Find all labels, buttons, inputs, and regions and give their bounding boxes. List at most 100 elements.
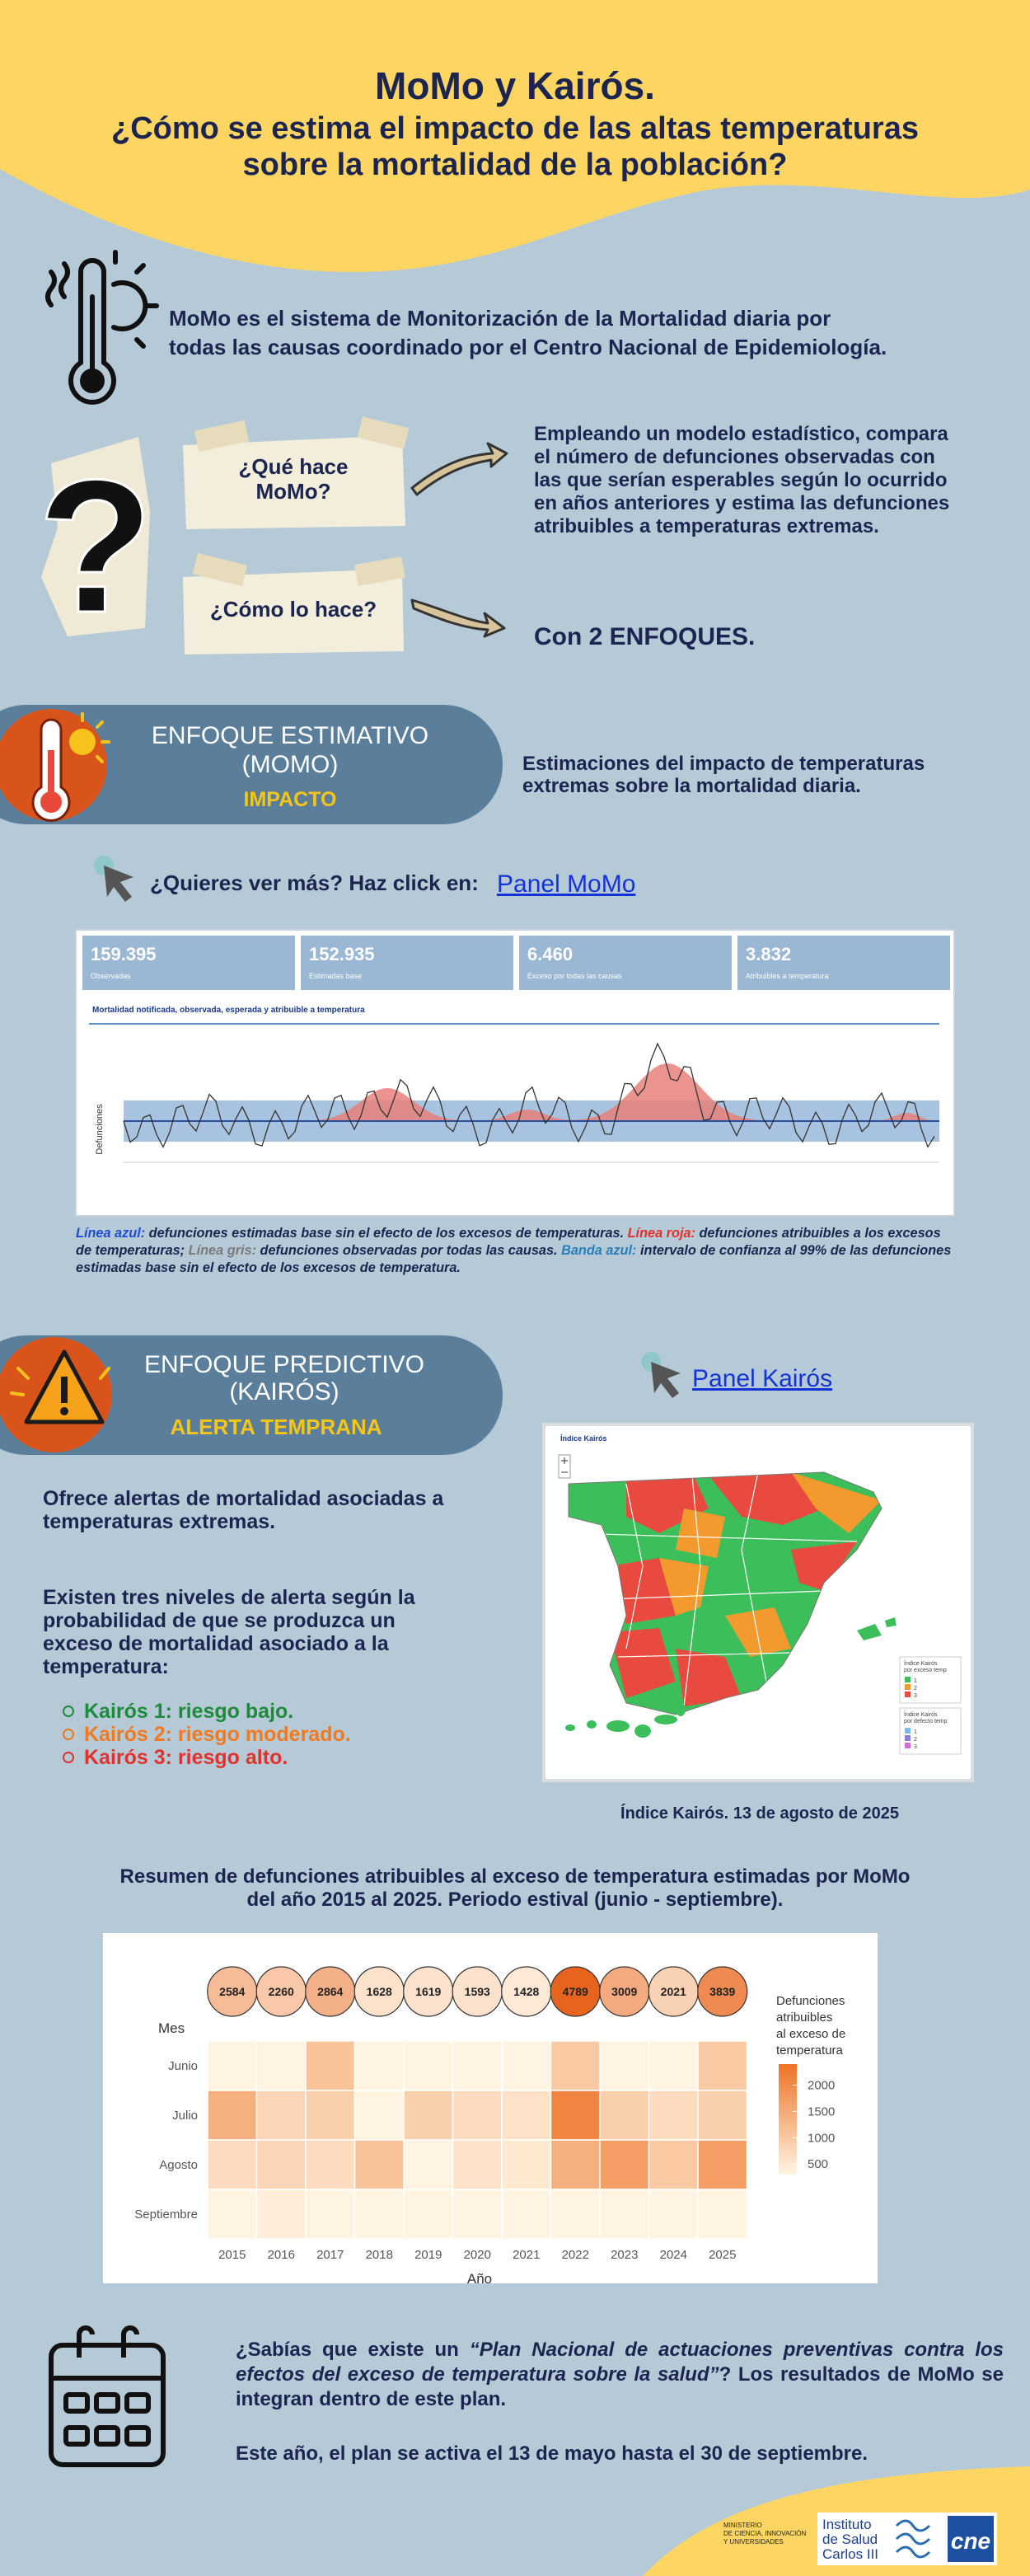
- level-bullet: [63, 1729, 74, 1740]
- tape: [192, 552, 248, 587]
- calendar-icon: [49, 2325, 166, 2467]
- question-label: ¿Cómo lo hace?: [210, 597, 377, 622]
- level-bullet: [63, 1752, 74, 1763]
- y-axis-label: Mes: [158, 2020, 185, 2036]
- heatmap-cell: [403, 2090, 454, 2141]
- stat-card: [519, 936, 732, 990]
- total-label: 1593: [465, 1985, 490, 1998]
- question-label: ¿Qué hace: [239, 454, 349, 479]
- legend-title: Índice Kairós: [904, 1659, 938, 1667]
- x-tick-label: 2023: [611, 2248, 638, 2262]
- panel-chart-title: Mortalidad notificada, observada, espera…: [92, 1006, 365, 1015]
- heatmap-cell: [501, 2189, 552, 2240]
- approach-title: ENFOQUE PREDICTIVO: [144, 1351, 424, 1378]
- approach-pill: [0, 705, 503, 824]
- approach-pill: [0, 1335, 503, 1455]
- heatmap-cell: [501, 2139, 552, 2190]
- panel-y-label: Defunciones: [95, 1104, 105, 1155]
- total-circle: [697, 1966, 748, 2017]
- legend-swatch: [905, 1677, 911, 1682]
- arrow: [410, 598, 506, 638]
- map-title: Índice Kairós: [560, 1434, 607, 1443]
- closing-note: Este año, el plan se activa el 13 de may…: [236, 2442, 868, 2465]
- answer-text: Empleando un modelo estadístico, compara: [534, 423, 948, 445]
- approach-title: (MOMO): [242, 751, 339, 778]
- heatmap-cell: [255, 2189, 307, 2240]
- caption-segment: defunciones observadas por todas las cau…: [255, 1243, 562, 1258]
- heatmap-cell: [501, 2040, 552, 2091]
- heatmap-cell: [305, 2139, 356, 2190]
- y-tick-label: Agosto: [159, 2158, 198, 2172]
- question-mark: ?: [38, 440, 154, 652]
- answer-text: Con 2 ENFOQUES.: [534, 623, 755, 650]
- total-label: 3009: [611, 1985, 637, 1998]
- map-canarias: [565, 1703, 686, 1738]
- colorbar-tick-label: 1500: [808, 2104, 835, 2119]
- heatmap-cell: [648, 2189, 699, 2240]
- cursor-icon: [94, 856, 133, 902]
- heatmap-cell: [599, 2090, 650, 2141]
- legend-title: temperatura: [776, 2043, 844, 2058]
- caption-segment: defunciones atribuibles a los excesos de…: [76, 1226, 941, 1258]
- legend-title: al exceso de: [776, 2027, 845, 2041]
- level-bullet: [63, 1706, 74, 1717]
- caption-segment: defunciones estimadas base sin el efecto…: [145, 1226, 628, 1241]
- heatmap-cell: [550, 2139, 601, 2190]
- x-axis-label: Año: [467, 2271, 492, 2287]
- approach-description: Ofrece alertas de mortalidad asociadas a: [43, 1487, 444, 1510]
- answer-text: en años anteriores y estima las defuncio…: [534, 492, 949, 514]
- levels-intro: temperatura:: [43, 1655, 169, 1678]
- heatmap-cell: [697, 2139, 748, 2190]
- x-tick-label: 2020: [464, 2248, 491, 2262]
- heatmap-cell: [648, 2040, 699, 2091]
- stat-label: Estimadas base: [309, 972, 362, 980]
- approach-tag: IMPACTO: [244, 788, 337, 811]
- subtitle: ¿Cómo se estima el impacto de las altas …: [111, 111, 919, 146]
- thermometer-icon: [31, 712, 110, 822]
- levels-intro: exceso de mortalidad asociado a la: [43, 1632, 390, 1655]
- heatmap-cell: [207, 2040, 258, 2091]
- levels-intro: Existen tres niveles de alerta según la: [43, 1586, 416, 1609]
- total-label: 1628: [367, 1985, 392, 1998]
- total-label: 1619: [415, 1985, 441, 1998]
- heatmap-title: del año 2015 al 2025. Periodo estival (j…: [247, 1889, 784, 1911]
- title: MoMo y Kairós.: [375, 64, 655, 107]
- tape: [357, 416, 410, 449]
- levels-intro: probabilidad de que se produzca un: [43, 1609, 396, 1632]
- panel-link[interactable]: Panel MoMo: [497, 870, 635, 898]
- heatmap-cell: [501, 2090, 552, 2141]
- legend-item: 2: [914, 1737, 917, 1743]
- heatmap-title: Resumen de defunciones atribuibles al ex…: [120, 1865, 911, 1888]
- x-tick-label: 2017: [316, 2248, 344, 2262]
- x-tick-label: 2015: [218, 2248, 246, 2262]
- legend-title: por exceso temp: [904, 1668, 947, 1673]
- heatmap-cell: [452, 2040, 503, 2091]
- y-tick-label: Junio: [168, 2059, 198, 2073]
- approach-description: Estimaciones del impacto de temperaturas: [522, 753, 925, 775]
- total-label: 3839: [709, 1985, 735, 1998]
- caption-segment: intervalo de confianza al 99% de las def…: [76, 1243, 952, 1275]
- stat-card: [82, 936, 295, 990]
- heatmap-cell: [452, 2189, 503, 2240]
- heatmap-cell: [353, 2139, 405, 2190]
- approach-title: (KAIRÓS): [229, 1378, 339, 1405]
- arrow: [410, 442, 508, 496]
- heatmap-cell: [255, 2090, 307, 2141]
- total-label: 1428: [513, 1985, 539, 1998]
- cne-logo: [948, 2516, 994, 2562]
- caption-segment: Banda azul:: [561, 1243, 637, 1258]
- heatmap-cell: [403, 2139, 454, 2190]
- heatmap-cell: [305, 2040, 356, 2091]
- y-tick-label: Septiembre: [134, 2208, 198, 2222]
- colorbar-tick-label: 2000: [808, 2079, 835, 2093]
- heatmap-cell: [353, 2189, 405, 2240]
- legend-item: 3: [914, 1693, 917, 1699]
- answer-text: el número de defunciones observadas con: [534, 446, 935, 468]
- stat-card: [301, 936, 513, 990]
- level-text: Kairós 3: riesgo alto.: [84, 1746, 288, 1769]
- approach-title: ENFOQUE ESTIMATIVO: [152, 722, 428, 749]
- panel-link[interactable]: Panel Kairós: [692, 1365, 832, 1392]
- heatmap-cell: [305, 2090, 356, 2141]
- heatmap-cell: [353, 2040, 405, 2091]
- heatmap-cell: [697, 2090, 748, 2141]
